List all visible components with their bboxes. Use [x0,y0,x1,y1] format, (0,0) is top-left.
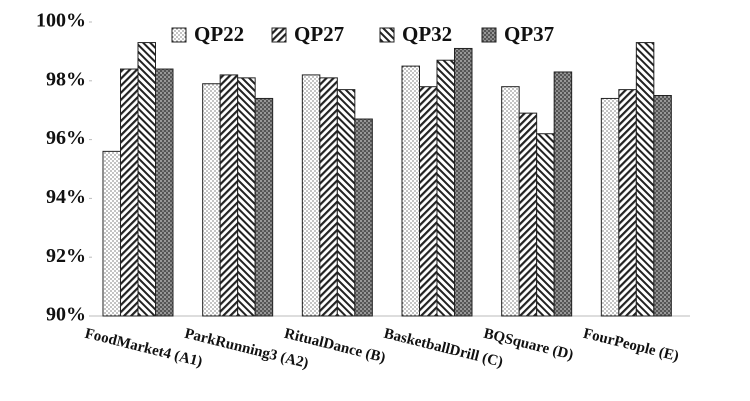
bar [237,77,256,317]
legend-swatch [171,27,187,43]
bar [137,42,156,317]
y-tick-label: 94% [46,186,86,208]
legend-label: QP32 [402,22,452,46]
legend-swatch [271,27,287,43]
legend-label: QP22 [194,22,244,46]
bar [155,68,174,317]
bar [501,86,520,317]
bar [219,74,239,317]
y-tick-label: 90% [46,304,86,326]
bar [102,150,121,317]
bar [301,74,321,317]
bar [336,89,356,317]
y-tick-label: 98% [46,68,86,90]
y-tick-label: 96% [46,127,86,149]
bar [401,65,420,317]
bar [553,71,573,317]
legend-label: QP27 [294,22,344,46]
bar [254,97,274,317]
bar [454,47,473,317]
y-tick-label: 100% [36,10,86,32]
legend-swatch [481,27,497,43]
bar [600,97,620,317]
legend-swatch [379,27,395,43]
bar [436,59,455,317]
legend-label: QP37 [504,22,554,46]
bar [354,118,373,317]
bar [319,77,338,317]
bar [536,133,555,317]
bar [618,89,637,317]
y-tick-label: 92% [46,245,86,267]
bar [518,112,538,317]
bar [419,86,438,317]
bar [202,83,221,317]
x-tick-label: FourPeople (E) [582,326,681,365]
bar [653,95,672,317]
bar [120,68,139,317]
bar [635,42,655,317]
